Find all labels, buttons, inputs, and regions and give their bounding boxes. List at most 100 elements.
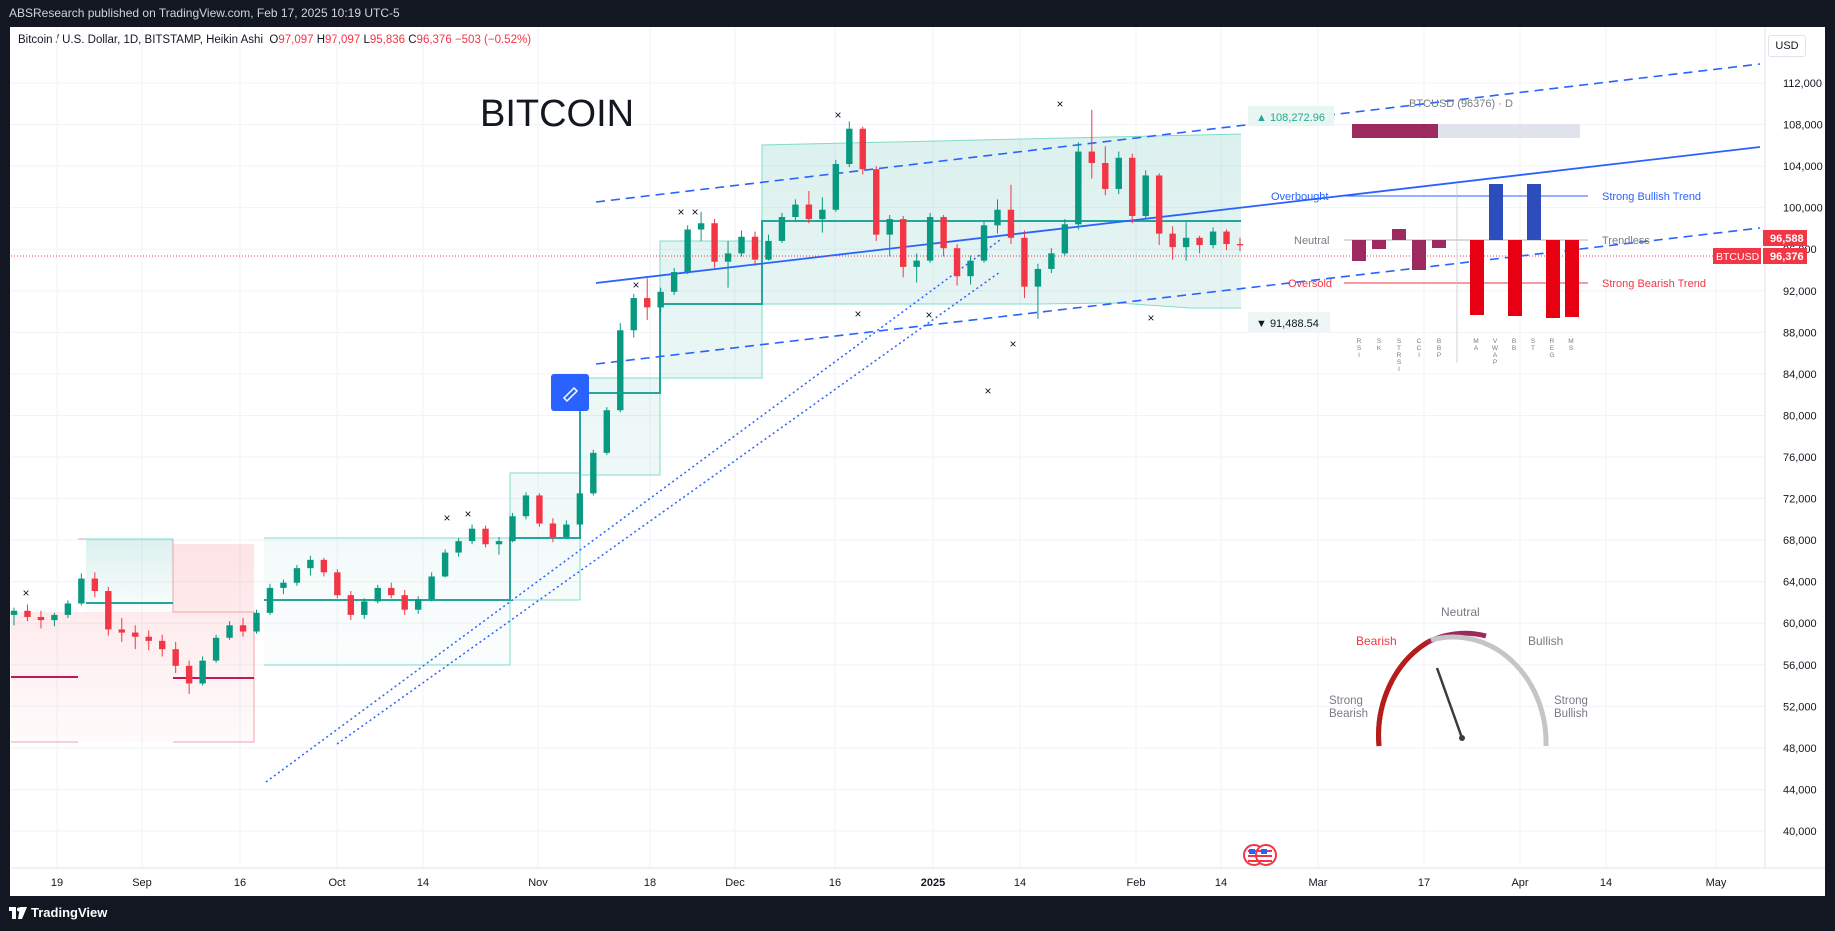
- gauge-strong-bearish: Strong Bearish: [1329, 695, 1368, 720]
- candle: [1209, 227, 1217, 249]
- currency-button[interactable]: USD: [1768, 35, 1806, 57]
- candle: [334, 569, 341, 599]
- sentiment-gauge: Neutral Bearish Bullish Strong Bearish St…: [1329, 605, 1588, 747]
- band-green: [86, 133, 1242, 666]
- gauge-bearish: Bearish: [1356, 634, 1397, 648]
- price-tick: 48,000: [1783, 743, 1817, 755]
- candle: [603, 407, 610, 455]
- low-callout: ▼ 91,488.54: [1248, 312, 1330, 332]
- candle: [926, 212, 934, 263]
- low-label: L: [363, 34, 370, 46]
- pivot-marker: ×: [443, 511, 450, 525]
- candle: [199, 656, 206, 686]
- svg-text:M: M: [1473, 338, 1478, 345]
- high-value: 97,097: [325, 34, 361, 46]
- panel-title: BTCUSD (96376) · D: [1409, 98, 1513, 110]
- svg-text:T: T: [1397, 345, 1401, 352]
- publish-text: ABSResearch published on TradingView.com…: [9, 6, 400, 20]
- upper-price-tag: 96,588: [1770, 233, 1804, 245]
- events-icon[interactable]: [1243, 844, 1277, 866]
- candle: [10, 607, 18, 626]
- candle: [1223, 229, 1230, 251]
- gauge-neutral: Neutral: [1441, 605, 1480, 619]
- candle: [51, 612, 58, 627]
- candle: [1129, 153, 1136, 224]
- time-tick: 19: [51, 877, 63, 889]
- candle: [374, 584, 381, 604]
- high-callout-label: ▲ 108,272.96: [1256, 112, 1325, 124]
- svg-text:S: S: [1569, 345, 1574, 352]
- candle: [859, 126, 866, 175]
- technical-panel: BTCUSD (96376) · D Overbought Neutral Ov…: [1271, 98, 1706, 373]
- candle: [1155, 173, 1163, 246]
- drawing-tool-icon[interactable]: [551, 374, 589, 411]
- candle: [792, 199, 799, 222]
- svg-text:I: I: [1358, 352, 1360, 359]
- svg-text:B: B: [1512, 345, 1516, 352]
- price-axis[interactable]: 112,000108,000104,000100,00096,00092,000…: [1783, 78, 1823, 838]
- candle: [617, 322, 624, 413]
- time-axis[interactable]: 19 Sep 16 Oct 14 Nov 18 Dec 16 2025 14 Feb 14 Mar 17 Ap…: [51, 877, 1727, 889]
- candle: [253, 609, 260, 634]
- svg-text:G: G: [1549, 352, 1554, 359]
- time-tick: 2025: [921, 877, 945, 889]
- pivot-marker: ×: [464, 507, 471, 521]
- indicator-label: BBP: [1437, 338, 1441, 359]
- svg-text:P: P: [1493, 359, 1497, 366]
- high-label: H: [316, 34, 326, 46]
- svg-text:C: C: [1417, 338, 1422, 345]
- candle: [280, 579, 287, 595]
- tradingview-logo[interactable]: TradingView: [9, 905, 107, 920]
- svg-text:P: P: [1437, 352, 1441, 359]
- candle: [212, 634, 220, 663]
- gauge-bullish: Bullish: [1528, 634, 1563, 648]
- candle: [765, 234, 772, 261]
- low-value: 95,836: [369, 34, 406, 46]
- candle: [185, 660, 193, 694]
- candle: [819, 197, 826, 233]
- candle: [751, 231, 759, 266]
- candle: [428, 572, 435, 602]
- svg-text:S: S: [1377, 338, 1382, 345]
- pivot-marker: ×: [854, 307, 861, 321]
- candle: [940, 214, 947, 257]
- pivot-marker: ×: [1147, 311, 1154, 325]
- candle: [239, 618, 247, 637]
- candle: [266, 583, 274, 615]
- candle: [158, 634, 166, 657]
- svg-text:I: I: [1398, 366, 1400, 373]
- svg-text:W: W: [1492, 345, 1499, 352]
- time-tick: 14: [1600, 877, 1612, 889]
- svg-text:K: K: [1377, 345, 1382, 352]
- candle: [778, 212, 786, 243]
- time-tick: Sep: [132, 877, 152, 889]
- price-tick: 112,000: [1783, 78, 1822, 90]
- candle: [1196, 235, 1203, 254]
- strong-bullish-trend-label: Strong Bullish Trend: [1602, 191, 1701, 203]
- candle-series[interactable]: [10, 110, 1244, 694]
- panel-progress-fill: [1352, 124, 1438, 138]
- price-tick: 60,000: [1783, 618, 1817, 630]
- pivot-marker: ×: [632, 278, 639, 292]
- symbol-name[interactable]: Bitcoin / U.S. Dollar, 1D, BITSTAMP, Hei…: [18, 34, 263, 46]
- price-tick: 108,000: [1783, 120, 1823, 132]
- strong-bearish-trend-label: Strong Bearish Trend: [1602, 278, 1706, 290]
- price-tick: 104,000: [1783, 161, 1823, 173]
- price-tick: 84,000: [1783, 369, 1817, 381]
- candle: [953, 244, 961, 286]
- pivot-marker: ×: [677, 205, 684, 219]
- svg-text:V: V: [1493, 338, 1498, 345]
- candle: [401, 589, 408, 615]
- time-tick: 16: [829, 877, 841, 889]
- price-tick: 80,000: [1783, 410, 1817, 422]
- gauge-strong-bullish: Strong Bullish: [1554, 695, 1588, 720]
- candle: [1088, 110, 1096, 179]
- change-value: −503 (−0.52%): [454, 34, 532, 46]
- time-tick: Nov: [528, 877, 548, 889]
- candle: [805, 191, 813, 224]
- candle: [913, 253, 920, 283]
- pivot-marker: ×: [925, 308, 932, 322]
- candle: [684, 225, 691, 275]
